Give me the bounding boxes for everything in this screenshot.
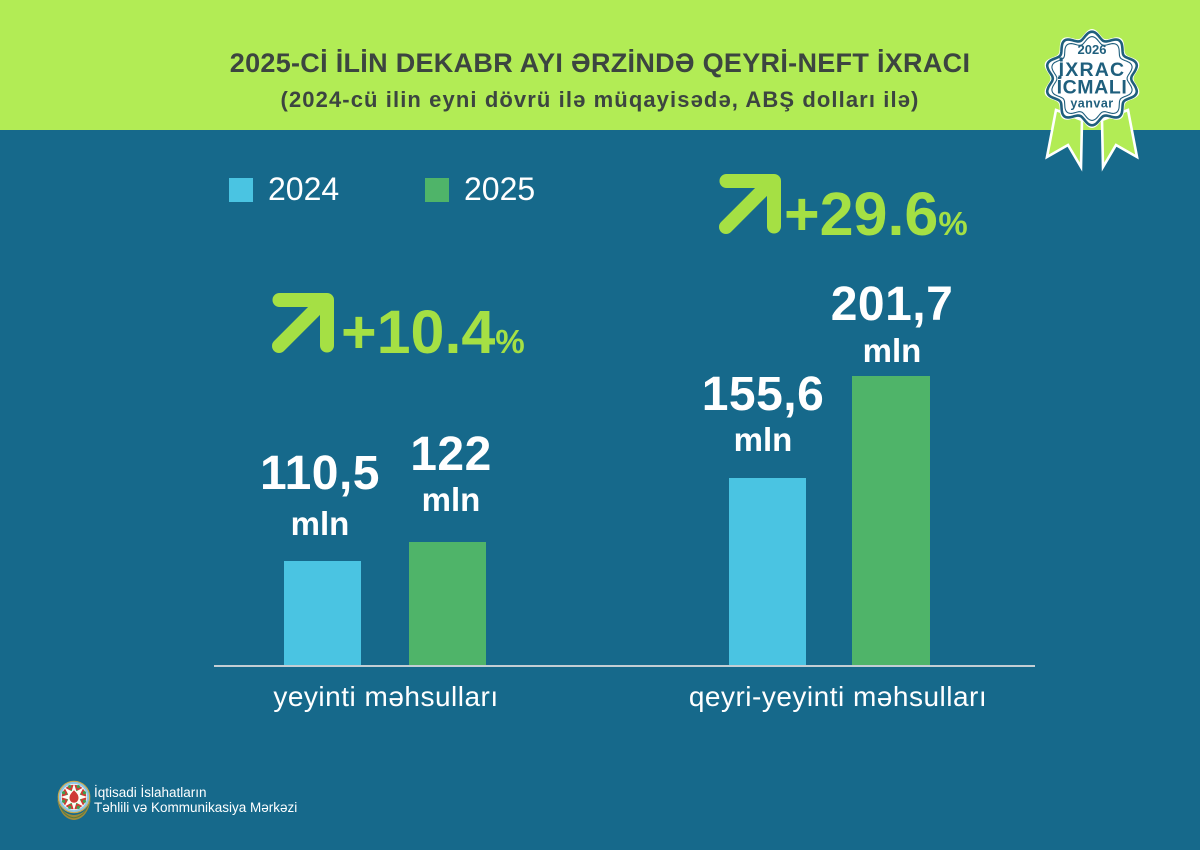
svg-text:İXRAC: İXRAC xyxy=(1059,58,1126,81)
svg-text:2026: 2026 xyxy=(1078,42,1107,57)
svg-text:yanvar: yanvar xyxy=(1070,97,1113,111)
svg-text:İCMALI: İCMALI xyxy=(1057,76,1128,99)
